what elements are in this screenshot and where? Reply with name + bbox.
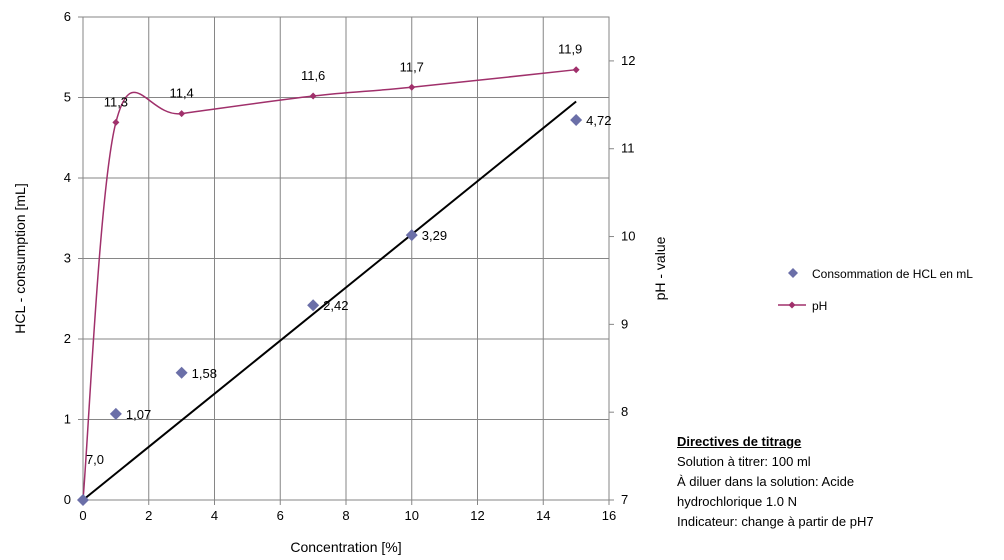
ph-data-label: 11,7 (400, 59, 424, 74)
x-tick-label: 8 (342, 508, 349, 523)
notes-title: Directives de titrage (677, 434, 802, 449)
titration-notes: Directives de titrage Solution à titrer:… (677, 432, 997, 532)
legend-ph-marker (788, 301, 796, 309)
y2-tick-label: 9 (621, 316, 628, 331)
x-tick-label: 12 (470, 508, 484, 523)
ph-data-label: 11,3 (104, 94, 128, 109)
x-tick-label: 14 (536, 508, 550, 523)
ph-point (309, 92, 317, 100)
y-tick-label: 0 (64, 492, 71, 507)
hcl-point (77, 494, 89, 506)
x-axis-title: Concentration [%] (290, 539, 401, 555)
x-tick-label: 0 (79, 508, 86, 523)
hcl-point (175, 366, 188, 379)
hcl-data-label: 3,29 (422, 228, 447, 243)
x-tick-label: 4 (211, 508, 218, 523)
ph-data-label: 11,9 (558, 42, 582, 57)
trendline (82, 100, 577, 501)
ph-data-label: 7,0 (86, 452, 104, 467)
ph-point (112, 118, 120, 126)
x-tick-label: 6 (277, 508, 284, 523)
y2-tick-label: 11 (621, 141, 635, 156)
x-tick-label: 16 (602, 508, 616, 523)
notes-line: Solution à titrer: 100 ml (677, 454, 811, 469)
ph-point (572, 66, 580, 74)
hcl-point (109, 407, 122, 420)
x-tick-label: 10 (405, 508, 419, 523)
notes-line: À diluer dans la solution: Acide (677, 474, 855, 489)
hcl-data-label: 4,72 (586, 113, 611, 128)
hcl-point (570, 114, 583, 127)
hcl-data-label: 1,58 (192, 366, 217, 381)
hcl-data-label: 2,42 (323, 298, 348, 313)
y-tick-label: 6 (64, 9, 71, 24)
hcl-data-label: 1,07 (126, 407, 151, 422)
y2-axis-title: pH - value (652, 236, 668, 300)
legend-ph-label: pH (812, 299, 827, 313)
y-tick-label: 1 (64, 412, 71, 427)
y-axis-title: HCL - consumption [mL] (12, 183, 28, 333)
x-tick-label: 2 (145, 508, 152, 523)
hcl-point (405, 229, 418, 242)
y-tick-label: 3 (64, 251, 71, 266)
ph-data-label: 11,4 (169, 86, 193, 101)
ph-point (408, 83, 416, 91)
notes-line: Indicateur: change à partir de pH7 (677, 514, 874, 529)
y-tick-label: 4 (64, 170, 71, 185)
ph-point (178, 110, 186, 118)
y2-tick-label: 10 (621, 229, 635, 244)
y2-tick-label: 7 (621, 492, 628, 507)
notes-line: hydrochlorique 1.0 N (677, 494, 797, 509)
legend-hcl-label: Consommation de HCL en mL (812, 267, 973, 281)
legend-hcl-marker (788, 268, 798, 278)
ph-data-label: 11,6 (301, 68, 325, 83)
y2-tick-label: 8 (621, 404, 628, 419)
y2-tick-label: 12 (621, 53, 635, 68)
hcl-point (307, 299, 320, 312)
y-tick-label: 2 (64, 331, 71, 346)
ph-series-line (82, 68, 577, 501)
y-tick-label: 5 (64, 90, 71, 105)
